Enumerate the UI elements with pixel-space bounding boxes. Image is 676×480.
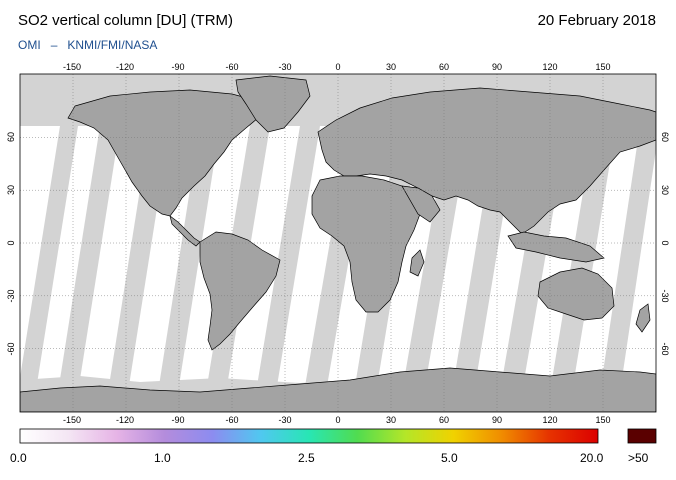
lon-tick-label: -120 bbox=[116, 62, 134, 72]
latitude-ticks-left: 60 30 0 -30 -60 bbox=[6, 132, 16, 356]
colorbar-label: 20.0 bbox=[580, 451, 604, 465]
credit-agencies: KNMI/FMI/NASA bbox=[67, 38, 158, 52]
map-title: SO2 vertical column [DU] (TRM) bbox=[18, 12, 234, 29]
lon-tick-label: 30 bbox=[386, 415, 396, 425]
credit-line: OMI – KNMI/FMI/NASA bbox=[18, 38, 157, 52]
lon-tick-label: 150 bbox=[595, 62, 610, 72]
southeast-asia-islands-land bbox=[507, 231, 605, 263]
map-date: 20 February 2018 bbox=[537, 12, 656, 29]
lon-tick-label: 90 bbox=[492, 415, 502, 425]
lon-tick-label: 0 bbox=[335, 415, 340, 425]
lon-tick-label: 120 bbox=[542, 62, 557, 72]
lon-tick-label: -120 bbox=[116, 415, 134, 425]
credit-instrument: OMI bbox=[18, 38, 41, 52]
eurasia-land bbox=[317, 87, 656, 235]
lon-tick-label: -90 bbox=[171, 415, 184, 425]
lon-tick-label: -60 bbox=[225, 62, 238, 72]
colorbar bbox=[19, 428, 599, 444]
map-frame bbox=[19, 73, 657, 413]
lon-tick-label: -150 bbox=[63, 415, 81, 425]
lat-tick-label: 30 bbox=[6, 185, 16, 195]
orbit-gap-stripe bbox=[158, 126, 220, 392]
colorbar-label: 5.0 bbox=[441, 451, 458, 465]
colorbar-overflow-label: >50 bbox=[628, 451, 649, 465]
lat-tick-label: -30 bbox=[660, 289, 670, 302]
lon-tick-label: -30 bbox=[278, 62, 291, 72]
lon-tick-label: -90 bbox=[171, 62, 184, 72]
africa-land bbox=[311, 175, 421, 313]
central-america-land bbox=[169, 215, 201, 247]
orbit-gap-stripe bbox=[600, 126, 656, 392]
orbit-gap-stripe bbox=[20, 126, 78, 390]
orbit-gap-stripe bbox=[256, 126, 320, 392]
longitude-ticks-bottom: -150 -120 -90 -60 -30 0 30 60 90 120 150 bbox=[63, 415, 611, 425]
colorbar-label: 2.5 bbox=[298, 451, 315, 465]
australia-land bbox=[537, 267, 615, 321]
orbit-gap-stripe bbox=[58, 126, 120, 392]
lon-tick-label: 60 bbox=[439, 415, 449, 425]
new-zealand-land bbox=[635, 303, 651, 333]
lon-tick-label: -150 bbox=[63, 62, 81, 72]
colorbar-label: 1.0 bbox=[154, 451, 171, 465]
lon-tick-label: -30 bbox=[278, 415, 291, 425]
lat-tick-label: 60 bbox=[6, 132, 16, 142]
credit-separator: – bbox=[50, 38, 58, 52]
longitude-ticks-top: -150 -120 -90 -60 -30 0 30 60 90 120 150 bbox=[63, 62, 611, 72]
lat-tick-label: -60 bbox=[660, 342, 670, 355]
south-america-land bbox=[199, 231, 281, 351]
lat-tick-label: 0 bbox=[660, 240, 670, 245]
map-graticule bbox=[20, 74, 656, 412]
lat-tick-label: -30 bbox=[6, 289, 16, 302]
lon-tick-label: 90 bbox=[492, 62, 502, 72]
colorbar-label: 0.0 bbox=[10, 451, 27, 465]
lon-tick-label: 0 bbox=[335, 62, 340, 72]
lon-tick-label: 60 bbox=[439, 62, 449, 72]
arabia-land bbox=[401, 185, 441, 223]
madagascar-land bbox=[409, 249, 425, 277]
greenland-land bbox=[235, 75, 311, 133]
lon-tick-label: 150 bbox=[595, 415, 610, 425]
lon-tick-label: 30 bbox=[386, 62, 396, 72]
lon-tick-label: 120 bbox=[542, 415, 557, 425]
lat-tick-label: 30 bbox=[660, 185, 670, 195]
lon-tick-label: -60 bbox=[225, 415, 238, 425]
colorbar-overflow-box bbox=[627, 428, 657, 444]
latitude-ticks-right: 60 30 0 -30 -60 bbox=[660, 132, 670, 356]
lat-tick-label: 0 bbox=[6, 240, 16, 245]
lat-tick-label: -60 bbox=[6, 342, 16, 355]
lat-tick-label: 60 bbox=[660, 132, 670, 142]
